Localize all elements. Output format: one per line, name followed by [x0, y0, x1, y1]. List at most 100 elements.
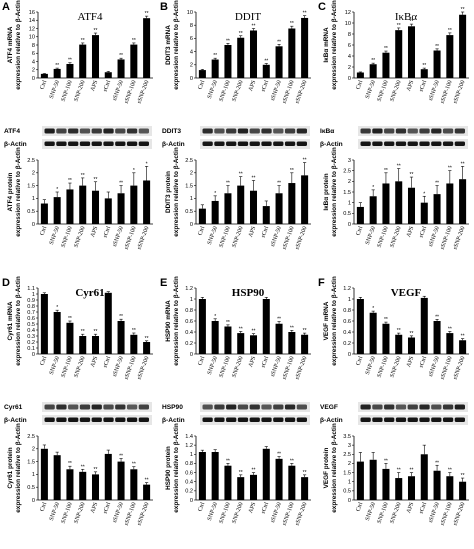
bar: [407, 337, 416, 354]
bar: [91, 474, 100, 500]
category-label: Ctrl: [197, 79, 206, 90]
significance-mark: **: [410, 468, 414, 474]
bar: [369, 196, 377, 224]
y-tick-label: 4: [348, 54, 351, 60]
blot-band: [454, 141, 465, 146]
bar: [369, 312, 377, 354]
blot-band: [226, 417, 237, 422]
y-tick-label: 0.5: [185, 209, 193, 215]
bar: [40, 203, 48, 224]
category-label: sCtrl: [103, 225, 113, 238]
blot-band: [103, 417, 114, 422]
blot-band: [273, 417, 284, 422]
y-axis-label-line1: IκBα mRNA: [323, 27, 330, 63]
y-axis-label-line1: ATF4 protein: [7, 172, 14, 211]
category-label-group: sSNP-200: [137, 502, 151, 527]
category-label-group: SNP-50: [365, 226, 377, 246]
bar: [356, 299, 364, 354]
blot-band: [419, 404, 430, 410]
bar: [382, 323, 390, 354]
bar: [433, 194, 441, 224]
bar: [262, 64, 270, 78]
y-axis-label-line1: Cyr61 mRNA: [7, 301, 14, 340]
bar: [395, 478, 403, 500]
bar: [211, 59, 219, 78]
western-blot-B: DDIT3 β-Actin: [162, 126, 310, 149]
blot-band: [44, 128, 55, 134]
panel-title: DDIT: [235, 11, 262, 23]
category-label: APS: [406, 502, 415, 514]
category-label-group: SNP-200: [231, 356, 244, 379]
y-tick-label: 0.3: [27, 334, 35, 340]
blot-band: [384, 417, 395, 422]
category-label: Ctrl: [355, 79, 364, 90]
significance-mark: **: [252, 329, 256, 335]
significance-mark: **: [145, 336, 149, 342]
blot-band: [68, 128, 79, 134]
bar: [198, 70, 206, 78]
blot-band: [273, 404, 284, 410]
bar: [275, 323, 283, 354]
significance-mark: **: [435, 181, 439, 187]
y-tick-label: 8: [32, 43, 35, 49]
blot-band: [44, 417, 55, 422]
bar: [407, 476, 416, 500]
blot-loading-label: β-Actin: [320, 141, 343, 148]
y-tick-label: 3.5: [343, 434, 351, 440]
bar: [237, 185, 245, 224]
significance-mark: **: [239, 470, 243, 476]
y-tick-label: 1: [190, 297, 193, 303]
y-axis-label-line2: expression relative to β-Actin: [173, 147, 180, 237]
category-label: APS: [406, 226, 415, 238]
bar: [53, 68, 61, 78]
category-label-group: SNP-50: [207, 80, 219, 100]
category-label: Ctrl: [197, 501, 206, 512]
bar: [262, 299, 270, 354]
significance-mark: **: [226, 181, 230, 187]
category-label-group: sSNP-200: [137, 226, 151, 251]
category-label: SNP-200: [73, 356, 86, 379]
category-label-group: SNP-50: [365, 356, 377, 376]
blot-band: [296, 128, 307, 134]
bar: [211, 452, 219, 500]
bar: [143, 342, 151, 354]
y-tick-label: 2: [32, 68, 35, 74]
y-tick-label: 0.4: [185, 330, 193, 336]
category-label: SNP-200: [389, 502, 402, 525]
category-label-group: Ctrl: [197, 225, 206, 236]
significance-mark: **: [119, 314, 123, 320]
significance-mark: **: [81, 464, 85, 470]
significance-mark: **: [384, 317, 388, 323]
significance-mark: **: [239, 31, 243, 37]
significance-mark: **: [397, 468, 401, 474]
significance-mark: **: [145, 478, 149, 484]
significance-mark: **: [132, 462, 136, 468]
significance-mark: **: [461, 334, 465, 340]
blot-band: [79, 141, 91, 146]
y-tick-label: 0: [190, 222, 193, 228]
y-axis-label: VEGF protein expression relative to β-Act…: [323, 423, 338, 513]
significance-mark: **: [397, 23, 401, 29]
bar: [369, 64, 377, 78]
blot-band: [284, 141, 296, 146]
y-tick-label: 12: [29, 26, 35, 32]
blot-band: [202, 417, 213, 422]
blot-band: [56, 404, 67, 410]
y-tick-label: 6: [32, 51, 35, 57]
category-label-group: SNP-100: [377, 502, 390, 525]
blot-target-label: VEGF: [320, 404, 338, 411]
category-label-group: sSNP-100: [440, 502, 454, 527]
western-blot-C: IκBα β-Actin: [320, 126, 468, 149]
blot-band: [249, 141, 260, 146]
category-label-group: sSNP-100: [124, 226, 138, 251]
y-tick-label: 0: [190, 498, 193, 504]
category-label: sSNP-200: [453, 356, 467, 381]
category-label-group: sSNP-50: [428, 80, 441, 102]
category-label: sSNP-50: [428, 226, 441, 248]
bar: [130, 185, 138, 224]
bar-chart-D-prot: 0 0.5 1 1.5 2 2.5 Cyr61 protein expression rela…: [7, 423, 153, 527]
bar: [407, 187, 416, 224]
blot-loading-label: β-Actin: [4, 417, 27, 424]
significance-mark: **: [94, 177, 98, 183]
y-axis-label: Cyr61 mRNA expression relative to β-Actin: [7, 276, 22, 366]
